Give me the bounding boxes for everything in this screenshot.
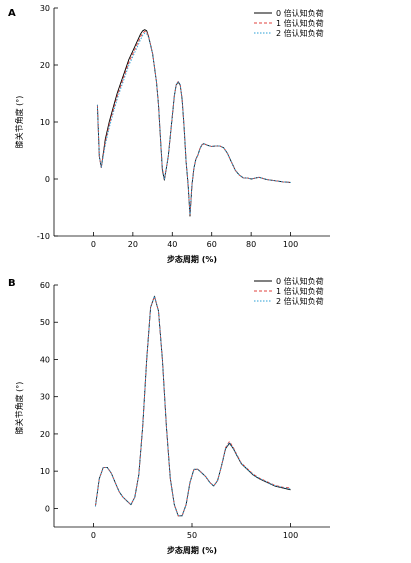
y-tick-label: 10 bbox=[40, 467, 50, 476]
chart-a: -10 0 10 20 30 0 20 40 60 80 100 步态周期 (%) 膝关节角度 (°) 0… bbox=[14, 4, 330, 264]
y-axis-label: 膝关节角度 (°) bbox=[14, 382, 24, 435]
x-tick-label: 80 bbox=[246, 240, 256, 249]
series-line-0 bbox=[94, 295, 291, 517]
y-tick-label: 0 bbox=[45, 504, 50, 513]
x-axis-label: 步态周期 (%) bbox=[167, 545, 217, 555]
x-tick-label: 20 bbox=[128, 240, 138, 249]
y-tick-label: 0 bbox=[45, 175, 50, 184]
series-line-0 bbox=[96, 29, 291, 217]
series-line-1 bbox=[94, 295, 291, 517]
legend-label: 0 倍认知负荷 bbox=[276, 8, 324, 18]
x-tick-label: 0 bbox=[91, 531, 96, 540]
panel-a: A -10 0 10 20 30 0 20 40 60 80 100 步态周期 (%) 膝关节角度 (°… bbox=[0, 0, 411, 272]
panel-b: B 0 10 20 30 40 50 60 0 50 100 步态周期 (%) 膝关节角度 (°) 0 … bbox=[0, 272, 411, 563]
y-tick-label: 20 bbox=[40, 430, 50, 439]
legend-label: 1 倍认知负荷 bbox=[276, 286, 324, 296]
x-tick-label: 100 bbox=[283, 240, 298, 249]
x-tick-label: 0 bbox=[91, 240, 96, 249]
y-tick-label: 30 bbox=[40, 4, 50, 13]
panel-label-b: B bbox=[8, 278, 16, 289]
y-tick-label: 20 bbox=[40, 61, 50, 70]
legend-label: 0 倍认知负荷 bbox=[276, 276, 324, 286]
x-tick-label: 60 bbox=[207, 240, 217, 249]
y-tick-label: 50 bbox=[40, 318, 50, 327]
y-tick-label: -10 bbox=[37, 232, 50, 241]
panel-label-a: A bbox=[8, 8, 16, 19]
x-tick-label: 100 bbox=[283, 531, 298, 540]
series-line-2 bbox=[96, 32, 291, 215]
series-line-2 bbox=[94, 295, 291, 517]
series-line-1 bbox=[96, 30, 291, 215]
legend-label: 1 倍认知负荷 bbox=[276, 18, 324, 28]
x-tick-label: 40 bbox=[167, 240, 177, 249]
y-axis-label: 膝关节角度 (°) bbox=[14, 96, 24, 149]
x-axis-label: 步态周期 (%) bbox=[167, 254, 217, 264]
y-tick-label: 10 bbox=[40, 118, 50, 127]
chart-b: 0 10 20 30 40 50 60 0 50 100 步态周期 (%) 膝关节角度 (°) 0 倍认… bbox=[14, 276, 330, 555]
y-tick-label: 30 bbox=[40, 393, 50, 402]
x-tick-label: 50 bbox=[187, 531, 197, 540]
legend-label: 2 倍认知负荷 bbox=[276, 28, 324, 38]
legend-label: 2 倍认知负荷 bbox=[276, 296, 324, 306]
y-tick-label: 40 bbox=[40, 355, 50, 364]
y-tick-label: 60 bbox=[40, 281, 50, 290]
